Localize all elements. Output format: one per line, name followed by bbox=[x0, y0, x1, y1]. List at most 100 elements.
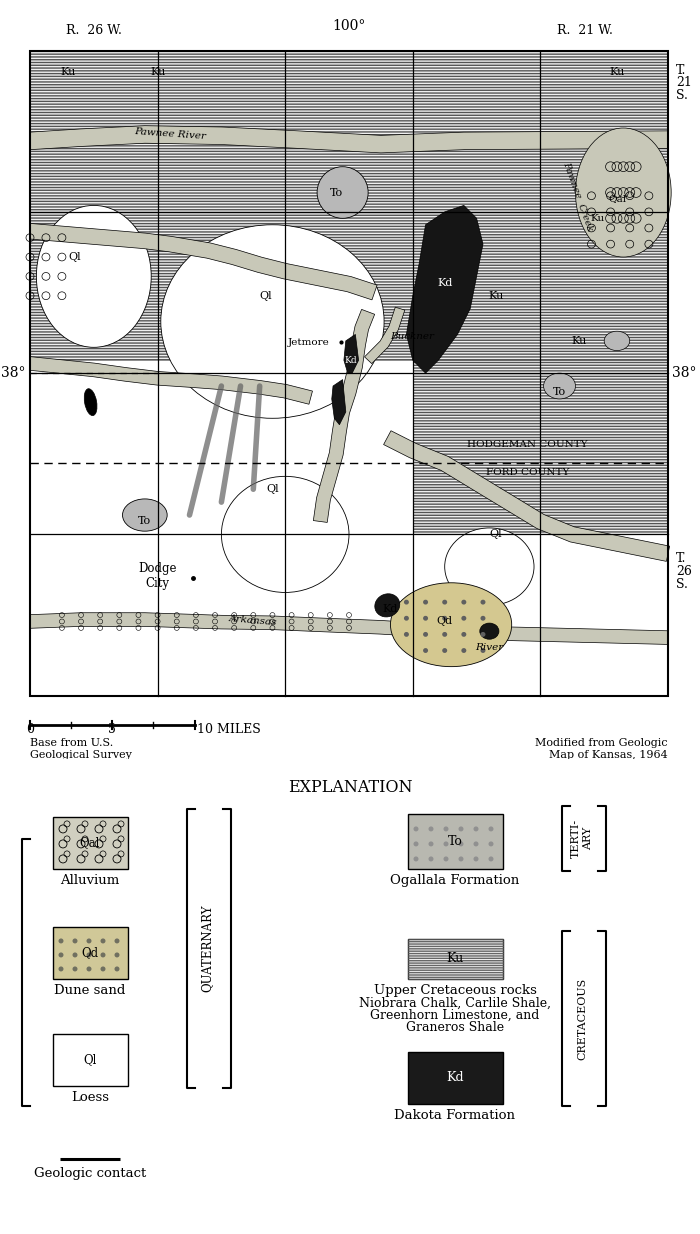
Circle shape bbox=[423, 648, 428, 653]
Circle shape bbox=[489, 842, 493, 847]
Circle shape bbox=[59, 938, 64, 944]
Circle shape bbox=[480, 632, 486, 637]
Text: Ku: Ku bbox=[447, 953, 463, 965]
Circle shape bbox=[442, 600, 447, 605]
Circle shape bbox=[473, 827, 479, 832]
Text: 26: 26 bbox=[676, 565, 692, 578]
Polygon shape bbox=[344, 334, 358, 373]
Circle shape bbox=[489, 856, 493, 861]
Text: Arkansas: Arkansas bbox=[229, 615, 278, 627]
Text: Ql: Ql bbox=[266, 484, 279, 495]
Text: Base from U.S.: Base from U.S. bbox=[30, 738, 113, 748]
Text: Graneros Shale: Graneros Shale bbox=[406, 1021, 504, 1034]
Circle shape bbox=[414, 827, 419, 832]
Polygon shape bbox=[314, 310, 375, 522]
Text: Ku: Ku bbox=[609, 67, 624, 77]
Ellipse shape bbox=[480, 623, 499, 639]
Circle shape bbox=[73, 938, 78, 944]
Circle shape bbox=[423, 632, 428, 637]
Text: FORD COUNTY: FORD COUNTY bbox=[486, 469, 569, 478]
Text: T.: T. bbox=[676, 64, 687, 77]
Text: S.: S. bbox=[676, 89, 688, 102]
Circle shape bbox=[423, 616, 428, 621]
Circle shape bbox=[87, 953, 92, 958]
Text: River: River bbox=[475, 643, 503, 652]
Circle shape bbox=[461, 616, 466, 621]
Text: 100°: 100° bbox=[332, 19, 365, 33]
Circle shape bbox=[480, 600, 486, 605]
Circle shape bbox=[73, 966, 78, 971]
Text: Pawnee: Pawnee bbox=[561, 160, 583, 199]
Circle shape bbox=[115, 966, 120, 971]
Ellipse shape bbox=[36, 205, 151, 347]
Text: T.: T. bbox=[676, 553, 687, 565]
Circle shape bbox=[59, 953, 64, 958]
Circle shape bbox=[489, 827, 493, 832]
Polygon shape bbox=[29, 126, 668, 153]
Circle shape bbox=[480, 616, 486, 621]
Text: Ql: Ql bbox=[489, 529, 502, 539]
Circle shape bbox=[444, 856, 449, 861]
Ellipse shape bbox=[122, 499, 167, 531]
Ellipse shape bbox=[544, 373, 575, 399]
Text: R.  21 W.: R. 21 W. bbox=[557, 23, 613, 37]
Text: Kd: Kd bbox=[446, 1071, 464, 1085]
Text: Pawnee River: Pawnee River bbox=[134, 127, 206, 142]
Bar bbox=[30, 51, 668, 696]
Text: 38°: 38° bbox=[672, 366, 696, 380]
Text: Ku: Ku bbox=[488, 291, 503, 301]
Circle shape bbox=[461, 648, 466, 653]
Ellipse shape bbox=[444, 528, 534, 606]
Bar bbox=[30, 51, 668, 360]
Text: Upper Cretaceous rocks: Upper Cretaceous rocks bbox=[374, 983, 536, 997]
Polygon shape bbox=[29, 357, 312, 405]
Text: 5: 5 bbox=[108, 723, 116, 735]
Text: Kd: Kd bbox=[383, 603, 398, 613]
Bar bbox=[413, 360, 668, 534]
Circle shape bbox=[473, 842, 479, 847]
Text: Map of Kansas, 1964: Map of Kansas, 1964 bbox=[550, 750, 668, 760]
Bar bbox=[408, 814, 503, 869]
Text: Greenhorn Limestone, and: Greenhorn Limestone, and bbox=[370, 1009, 540, 1022]
Ellipse shape bbox=[317, 167, 368, 218]
Polygon shape bbox=[384, 431, 670, 561]
Text: Loess: Loess bbox=[71, 1091, 109, 1104]
Circle shape bbox=[101, 938, 106, 944]
Circle shape bbox=[115, 938, 120, 944]
Text: Qd: Qd bbox=[81, 946, 99, 960]
Circle shape bbox=[414, 842, 419, 847]
Bar bbox=[408, 939, 503, 979]
Circle shape bbox=[101, 953, 106, 958]
Text: TERTI-
ARY: TERTI- ARY bbox=[571, 819, 593, 858]
Circle shape bbox=[87, 966, 92, 971]
Text: Niobrara Chalk, Carlile Shale,: Niobrara Chalk, Carlile Shale, bbox=[359, 997, 551, 1009]
Circle shape bbox=[59, 966, 64, 971]
Circle shape bbox=[444, 827, 449, 832]
Circle shape bbox=[473, 856, 479, 861]
Text: Qd: Qd bbox=[437, 617, 453, 627]
Ellipse shape bbox=[221, 476, 349, 592]
Circle shape bbox=[404, 632, 409, 637]
Ellipse shape bbox=[391, 582, 512, 666]
Polygon shape bbox=[365, 307, 405, 364]
Circle shape bbox=[442, 632, 447, 637]
Ellipse shape bbox=[84, 389, 97, 416]
Text: R.  26 W.: R. 26 W. bbox=[66, 23, 122, 37]
Bar bbox=[408, 939, 503, 979]
Circle shape bbox=[461, 632, 466, 637]
Ellipse shape bbox=[604, 331, 630, 350]
Polygon shape bbox=[29, 613, 668, 644]
Circle shape bbox=[458, 842, 463, 847]
Circle shape bbox=[461, 600, 466, 605]
Ellipse shape bbox=[161, 225, 384, 418]
Circle shape bbox=[480, 648, 486, 653]
Text: Buckner: Buckner bbox=[391, 332, 435, 341]
Circle shape bbox=[458, 827, 463, 832]
Ellipse shape bbox=[575, 128, 671, 257]
Text: Qal: Qal bbox=[608, 195, 626, 204]
Text: Creek: Creek bbox=[576, 202, 594, 233]
Text: Alluvium: Alluvium bbox=[60, 874, 120, 887]
Circle shape bbox=[87, 938, 92, 944]
Polygon shape bbox=[332, 380, 346, 424]
Circle shape bbox=[428, 856, 433, 861]
